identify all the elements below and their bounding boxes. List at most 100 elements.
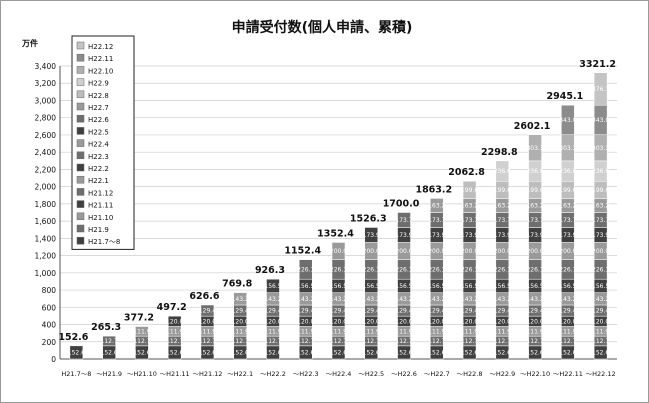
legend-label: H22.11 [88, 55, 113, 63]
segment-value-label: 112.7 [363, 338, 380, 345]
segment-value-label: 120.0 [592, 318, 609, 325]
legend-swatch [76, 78, 85, 86]
segment-value-label: 303.3 [559, 145, 576, 152]
segment-value-label: 200.0 [559, 248, 576, 255]
segment-value-label: 129.4 [559, 308, 576, 315]
segment-value-label: 343.0 [559, 117, 576, 124]
segment-value-label: 120.0 [494, 318, 511, 325]
segment-value-label: 152.6 [297, 349, 314, 356]
bar-total-label: 1352.4 [317, 228, 354, 239]
segment-value-label: 143.2 [592, 296, 609, 303]
bar-segment [397, 212, 411, 228]
segment-value-label: 143.2 [461, 296, 478, 303]
bar-segment [200, 304, 215, 317]
segment-value-label: 152.6 [330, 349, 347, 356]
segment-value-label: 112.7 [199, 338, 216, 345]
segment-value-label: 112.7 [166, 338, 183, 345]
segment-value-label: 173.9 [526, 232, 543, 239]
bar-segment [430, 198, 444, 213]
segment-value-label: 200.0 [494, 248, 511, 255]
legend-label: H21.9 [88, 226, 109, 234]
segment-value-label: 152.6 [461, 349, 478, 356]
x-tick-label: H21.7～8 [61, 370, 91, 378]
segment-value-label: 173.7 [395, 217, 412, 224]
y-tick-label: 1,800 [35, 200, 57, 209]
x-tick-label: ～H22.2 [260, 370, 286, 378]
legend-swatch [76, 163, 85, 172]
segment-value-label: 156.5 [559, 283, 576, 290]
segment-value-label: 112.7 [494, 338, 511, 345]
segment-value-label: 112.7 [232, 338, 249, 345]
legend-label: H22.3 [88, 153, 109, 161]
unit-label: 万件 [21, 38, 38, 48]
segment-value-label: 129.4 [264, 308, 281, 315]
segment-value-label: 156.5 [264, 283, 281, 290]
y-tick-label: 1,400 [35, 234, 57, 243]
bar-segment [331, 242, 346, 260]
segment-value-label: 226.1 [526, 266, 543, 273]
legend-swatch [76, 212, 85, 221]
segment-value-label: 236.0 [559, 168, 576, 175]
segment-value-label: 152.6 [101, 349, 118, 356]
x-tick-label: ～H22.8 [457, 370, 483, 378]
segment-value-label: 156.5 [526, 283, 543, 290]
segment-value-label: 156.5 [363, 283, 380, 290]
legend-swatch [76, 102, 85, 111]
y-tick-label: 2,800 [35, 114, 57, 123]
x-tick-label: ～H22.6 [391, 370, 417, 378]
y-tick-label: 800 [42, 286, 57, 295]
x-tick-label: ～H22.7 [424, 370, 450, 378]
bar-total-label: 2298.8 [481, 147, 518, 158]
bar-total-label: 152.6 [58, 332, 88, 343]
segment-value-label: 120.0 [330, 318, 347, 325]
segment-value-label: 111.9 [395, 328, 412, 335]
segment-value-label: 120.0 [428, 318, 445, 325]
segment-value-label: 156.5 [395, 283, 412, 290]
segment-value-label: 156.5 [330, 283, 347, 290]
segment-value-label: 236.0 [494, 168, 511, 175]
bar-total-label: 1526.3 [350, 213, 387, 224]
segment-value-label: 376.1 [592, 86, 609, 93]
bar-total-label: 1863.2 [415, 184, 452, 195]
x-tick-label: ～H21.10 [127, 370, 157, 378]
y-tick-label: 2,600 [35, 131, 57, 140]
legend-swatch [76, 224, 85, 233]
legend-swatch [76, 41, 85, 50]
segment-value-label: 111.9 [264, 328, 281, 335]
segment-value-label: 152.6 [494, 349, 511, 356]
x-tick-label: ～H21.12 [192, 370, 222, 378]
bar-segment [561, 104, 575, 136]
y-tick-label: 3,000 [35, 96, 57, 105]
y-tick-label: 1,200 [35, 252, 57, 261]
x-tick-label: ～H22.10 [520, 370, 550, 378]
segment-value-label: 129.4 [232, 308, 249, 315]
segment-value-label: 173.7 [526, 217, 543, 224]
y-tick-label: 2,400 [35, 148, 57, 157]
segment-value-label: 199.6 [494, 187, 511, 194]
segment-value-label: 120.0 [395, 318, 412, 325]
bar-total-label: 497.2 [157, 302, 187, 313]
segment-value-label: 226.1 [494, 266, 511, 273]
segment-value-label: 163.2 [461, 202, 478, 209]
bar-total-label: 377.2 [124, 312, 154, 323]
x-tick-label: ～H22.5 [358, 370, 384, 378]
bar-total-label: 1152.4 [284, 246, 321, 257]
segment-value-label: 236.0 [526, 168, 543, 175]
legend-label: H21.10 [88, 214, 113, 222]
bar-total-label: 3321.2 [579, 59, 616, 70]
segment-value-label: 156.5 [297, 283, 314, 290]
segment-value-label: 200.0 [428, 248, 445, 255]
segment-value-label: 303.3 [592, 145, 609, 152]
segment-value-label: 112.7 [428, 338, 445, 345]
x-tick-label: ～H22.3 [293, 370, 319, 378]
legend-swatch [76, 151, 85, 160]
segment-value-label: 129.4 [526, 308, 543, 315]
segment-value-label: 226.1 [428, 266, 445, 273]
bar-segment [495, 160, 510, 182]
y-tick-label: 1,000 [35, 269, 57, 278]
segment-value-label: 152.6 [232, 349, 249, 356]
y-tick-label: 400 [42, 321, 57, 330]
segment-value-label: 143.2 [494, 296, 511, 303]
segment-value-label: 143.2 [395, 296, 412, 303]
segment-value-label: 112.7 [526, 338, 543, 345]
